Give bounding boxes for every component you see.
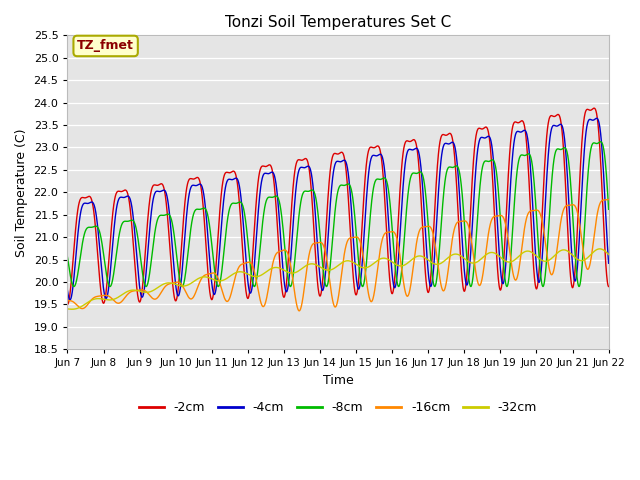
-4cm bbox=[365, 164, 373, 169]
Line: -32cm: -32cm bbox=[67, 249, 609, 309]
-32cm bbox=[495, 253, 503, 259]
-8cm bbox=[214, 284, 222, 289]
-2cm bbox=[605, 284, 612, 289]
Line: -16cm: -16cm bbox=[67, 200, 609, 311]
-2cm bbox=[63, 301, 71, 307]
-32cm bbox=[63, 306, 71, 312]
-8cm bbox=[63, 254, 71, 260]
Line: -4cm: -4cm bbox=[67, 118, 609, 300]
-8cm bbox=[575, 284, 583, 289]
-4cm bbox=[495, 252, 503, 258]
-4cm bbox=[572, 276, 580, 281]
-2cm bbox=[572, 256, 580, 262]
-4cm bbox=[63, 288, 71, 293]
-2cm bbox=[214, 229, 222, 235]
-16cm bbox=[365, 296, 373, 301]
-32cm bbox=[557, 248, 565, 253]
-16cm bbox=[557, 217, 565, 223]
-8cm bbox=[605, 206, 612, 212]
Title: Tonzi Soil Temperatures Set C: Tonzi Soil Temperatures Set C bbox=[225, 15, 451, 30]
-32cm bbox=[365, 264, 373, 269]
-16cm bbox=[214, 276, 222, 282]
-8cm bbox=[365, 225, 373, 231]
-8cm bbox=[557, 147, 564, 153]
-4cm bbox=[354, 285, 362, 290]
-2cm bbox=[354, 288, 362, 293]
-32cm bbox=[215, 278, 223, 284]
Text: TZ_fmet: TZ_fmet bbox=[77, 39, 134, 52]
-32cm bbox=[354, 263, 362, 268]
-8cm bbox=[354, 246, 362, 252]
-16cm bbox=[495, 213, 503, 218]
-16cm bbox=[605, 197, 612, 203]
-16cm bbox=[572, 205, 580, 211]
-16cm bbox=[354, 235, 362, 240]
-4cm bbox=[215, 261, 223, 266]
-4cm bbox=[593, 115, 600, 121]
X-axis label: Time: Time bbox=[323, 374, 353, 387]
-32cm bbox=[605, 252, 612, 257]
-32cm bbox=[572, 255, 580, 261]
-32cm bbox=[68, 306, 76, 312]
Line: -2cm: -2cm bbox=[67, 108, 609, 304]
-4cm bbox=[557, 121, 565, 127]
Legend: -2cm, -4cm, -8cm, -16cm, -32cm: -2cm, -4cm, -8cm, -16cm, -32cm bbox=[134, 396, 542, 420]
-2cm bbox=[365, 146, 373, 152]
-16cm bbox=[63, 298, 71, 303]
-4cm bbox=[605, 260, 612, 266]
-16cm bbox=[296, 308, 303, 314]
-8cm bbox=[572, 261, 580, 266]
-2cm bbox=[495, 283, 503, 288]
Line: -8cm: -8cm bbox=[67, 142, 609, 287]
Y-axis label: Soil Temperature (C): Soil Temperature (C) bbox=[15, 128, 28, 257]
-8cm bbox=[495, 197, 503, 203]
-2cm bbox=[557, 118, 564, 124]
-32cm bbox=[596, 246, 604, 252]
-2cm bbox=[590, 105, 598, 111]
-4cm bbox=[66, 297, 74, 303]
-8cm bbox=[596, 139, 604, 144]
